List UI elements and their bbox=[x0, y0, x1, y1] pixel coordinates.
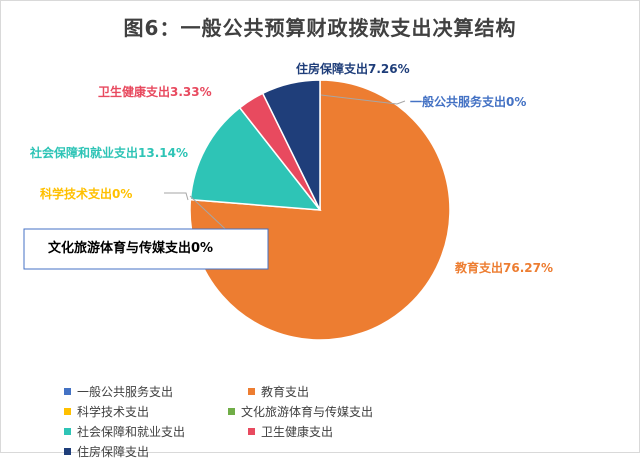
chart-title: 图6：一般公共预算财政拨款支出决算结构 bbox=[123, 16, 517, 40]
chart-legend: 一般公共服务支出 教育支出科学技术支出 文化旅游体育与传媒支出社会保障和就业支出 卫生… bbox=[64, 381, 584, 461]
legend-label-4: 社会保障和就业支出 bbox=[77, 424, 186, 439]
legend-swatch-0 bbox=[64, 387, 71, 395]
legend-swatch-3 bbox=[228, 407, 235, 415]
legend-label-1: 教育支出 bbox=[261, 384, 310, 399]
legend-item-3: 文化旅游体育与传媒支出 bbox=[228, 401, 398, 421]
data-label-4: 社会保障和就业支出13.14% bbox=[29, 145, 188, 160]
data-label-2: 科学技术支出0% bbox=[40, 186, 132, 201]
data-label-1: 教育支出76.27% bbox=[454, 260, 553, 275]
legend-swatch-5 bbox=[248, 427, 255, 435]
legend-swatch-4 bbox=[64, 427, 71, 435]
legend-label-0: 一般公共服务支出 bbox=[77, 384, 174, 399]
leader-line-0 bbox=[320, 94, 406, 105]
legend-label-5: 卫生健康支出 bbox=[261, 424, 334, 439]
legend-item-4: 社会保障和就业支出 bbox=[64, 421, 234, 441]
legend-label-6: 住房保障支出 bbox=[77, 444, 150, 459]
legend-item-2: 科学技术支出 bbox=[64, 401, 214, 421]
pie-slice-4 bbox=[189, 106, 322, 211]
legend-item-0: 一般公共服务支出 bbox=[64, 381, 234, 401]
data-label-5: 卫生健康支出3.33% bbox=[98, 84, 212, 99]
data-label-6: 住房保障支出7.26% bbox=[296, 61, 410, 76]
pie-slice-6 bbox=[261, 79, 321, 211]
data-label-box-3 bbox=[23, 228, 269, 270]
leader-line-1 bbox=[164, 192, 189, 201]
legend-label-3: 文化旅游体育与传媒支出 bbox=[241, 404, 374, 419]
data-label-3: 文化旅游体育与传媒支出0% bbox=[48, 240, 213, 256]
legend-item-6: 住房保障支出 bbox=[64, 441, 234, 461]
data-label-0: 一般公共服务支出0% bbox=[410, 94, 526, 109]
legend-swatch-1 bbox=[248, 387, 255, 395]
legend-item-5: 卫生健康支出 bbox=[248, 421, 398, 441]
legend-label-2: 科学技术支出 bbox=[77, 404, 150, 419]
legend-item-1: 教育支出 bbox=[248, 381, 418, 401]
legend-swatch-2 bbox=[64, 407, 71, 415]
legend-swatch-6 bbox=[64, 447, 71, 455]
pie-slice-1 bbox=[189, 79, 451, 341]
